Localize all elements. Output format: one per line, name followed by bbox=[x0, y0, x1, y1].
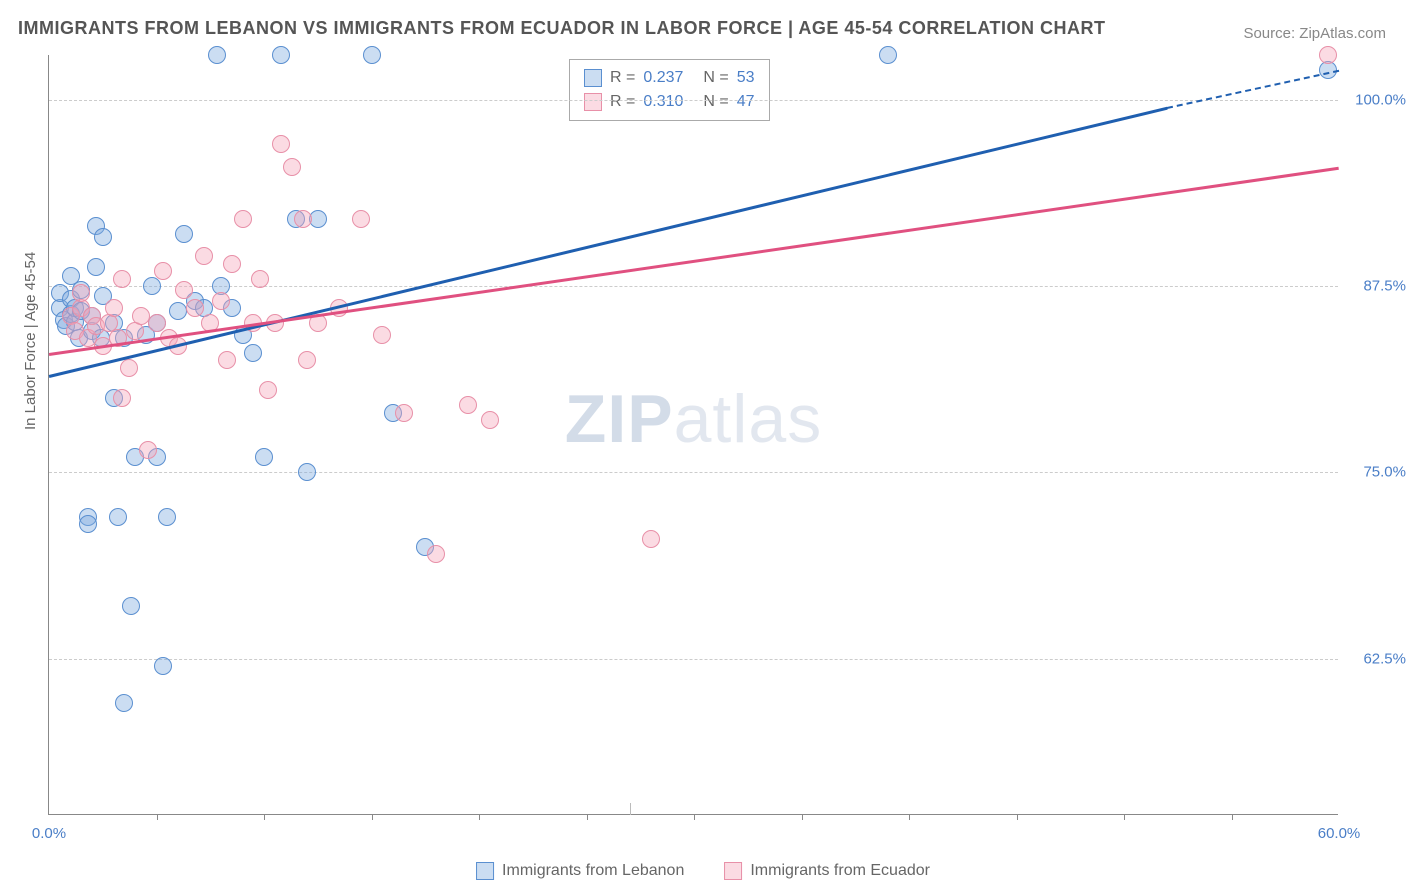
data-point bbox=[113, 389, 131, 407]
data-point bbox=[72, 284, 90, 302]
y-axis-title: In Labor Force | Age 45-54 bbox=[22, 252, 39, 430]
stats-legend: R = 0.237 N = 53 R = 0.310 N = 47 bbox=[569, 59, 770, 121]
data-point bbox=[272, 46, 290, 64]
x-tick bbox=[1017, 814, 1018, 820]
data-point bbox=[208, 46, 226, 64]
data-point bbox=[298, 351, 316, 369]
grid-line-h bbox=[49, 472, 1338, 473]
data-point bbox=[169, 302, 187, 320]
data-point bbox=[244, 344, 262, 362]
data-point bbox=[79, 515, 97, 533]
data-point bbox=[294, 210, 312, 228]
stats-row-1: R = 0.237 N = 53 bbox=[584, 66, 755, 90]
stats-row-2: R = 0.310 N = 47 bbox=[584, 90, 755, 114]
data-point bbox=[459, 396, 477, 414]
source-label: Source: ZipAtlas.com bbox=[1243, 25, 1386, 42]
data-point bbox=[251, 270, 269, 288]
data-point bbox=[175, 281, 193, 299]
data-point bbox=[427, 545, 445, 563]
data-point bbox=[259, 381, 277, 399]
data-point bbox=[87, 258, 105, 276]
swatch-series-1 bbox=[584, 69, 602, 87]
data-point bbox=[143, 277, 161, 295]
data-point bbox=[283, 158, 301, 176]
x-tick bbox=[694, 814, 695, 820]
chart-title: IMMIGRANTS FROM LEBANON VS IMMIGRANTS FR… bbox=[18, 18, 1106, 39]
x-tick-label: 0.0% bbox=[32, 825, 66, 842]
data-point bbox=[395, 404, 413, 422]
data-point bbox=[255, 448, 273, 466]
data-point bbox=[186, 299, 204, 317]
x-tick bbox=[587, 814, 588, 820]
watermark: ZIPatlas bbox=[565, 380, 822, 458]
data-point bbox=[218, 351, 236, 369]
y-tick-label: 87.5% bbox=[1363, 277, 1406, 294]
x-tick bbox=[1124, 814, 1125, 820]
data-point bbox=[879, 46, 897, 64]
data-point bbox=[94, 228, 112, 246]
data-point bbox=[139, 441, 157, 459]
data-point bbox=[154, 262, 172, 280]
data-point bbox=[298, 463, 316, 481]
data-point bbox=[113, 270, 131, 288]
grid-line-h bbox=[49, 100, 1338, 101]
trend-line bbox=[1167, 70, 1339, 109]
grid-line-h bbox=[49, 286, 1338, 287]
x-tick bbox=[157, 814, 158, 820]
trend-line bbox=[49, 167, 1339, 356]
y-tick-label: 75.0% bbox=[1363, 464, 1406, 481]
swatch-series-2 bbox=[584, 93, 602, 111]
x-tick bbox=[264, 814, 265, 820]
y-tick-label: 62.5% bbox=[1363, 650, 1406, 667]
data-point bbox=[175, 225, 193, 243]
data-point bbox=[115, 694, 133, 712]
data-point bbox=[212, 292, 230, 310]
x-tick bbox=[479, 814, 480, 820]
bottom-legend: Immigrants from Lebanon Immigrants from … bbox=[476, 862, 930, 880]
data-point bbox=[158, 508, 176, 526]
data-point bbox=[1319, 46, 1337, 64]
grid-line-h bbox=[49, 659, 1338, 660]
data-point bbox=[223, 255, 241, 273]
data-point bbox=[234, 210, 252, 228]
legend-item-2: Immigrants from Ecuador bbox=[724, 862, 930, 880]
swatch-series-2-bottom bbox=[724, 862, 742, 880]
data-point bbox=[481, 411, 499, 429]
x-tick bbox=[909, 814, 910, 820]
data-point bbox=[363, 46, 381, 64]
trend-line bbox=[49, 107, 1168, 378]
data-point bbox=[195, 247, 213, 265]
data-point bbox=[148, 314, 166, 332]
x-tick bbox=[372, 814, 373, 820]
data-point bbox=[642, 530, 660, 548]
data-point bbox=[373, 326, 391, 344]
swatch-series-1-bottom bbox=[476, 862, 494, 880]
legend-item-1: Immigrants from Lebanon bbox=[476, 862, 684, 880]
plot-area: ZIPatlas R = 0.237 N = 53 R = 0.310 N = … bbox=[48, 55, 1338, 815]
data-point bbox=[105, 299, 123, 317]
data-point bbox=[154, 657, 172, 675]
data-point bbox=[120, 359, 138, 377]
x-tick bbox=[802, 814, 803, 820]
x-tick-label: 60.0% bbox=[1318, 825, 1361, 842]
data-point bbox=[272, 135, 290, 153]
y-tick-label: 100.0% bbox=[1355, 91, 1406, 108]
data-point bbox=[352, 210, 370, 228]
data-point bbox=[122, 597, 140, 615]
x-tick bbox=[1232, 814, 1233, 820]
data-point bbox=[109, 508, 127, 526]
grid-line-v bbox=[630, 803, 631, 815]
